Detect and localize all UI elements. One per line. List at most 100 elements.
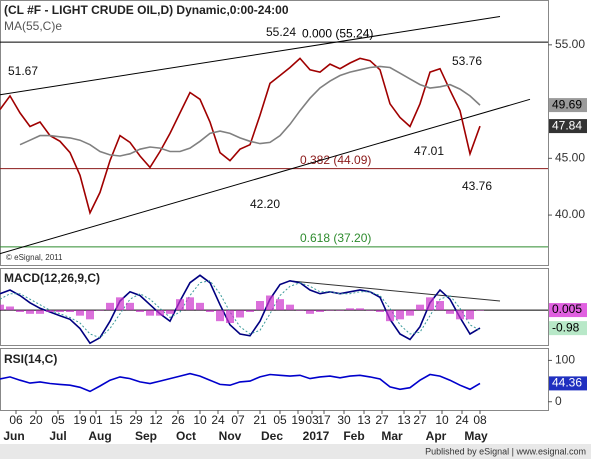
- histogram-bar: [316, 310, 324, 312]
- histogram-bar: [456, 310, 464, 320]
- fib-level-label: 0.000 (55.24): [302, 26, 373, 40]
- x-tick-label: 10: [435, 413, 449, 427]
- month-label: Aug: [88, 429, 111, 443]
- credit: © eSignal, 2011: [6, 253, 63, 262]
- histogram-bar: [136, 310, 144, 312]
- fib-level-label: 0.382 (44.09): [300, 153, 371, 167]
- histogram-bar: [246, 310, 254, 312]
- histogram-bar: [206, 310, 214, 312]
- x-tick-label: 24: [211, 413, 225, 427]
- histogram-bar: [436, 301, 444, 311]
- value-box: [549, 303, 587, 318]
- histogram-bar: [66, 310, 74, 312]
- annotation: 51.67: [8, 64, 38, 78]
- price-panel: [0, 0, 549, 266]
- value-box-label: 49.69: [552, 97, 582, 111]
- value-box-label: 0.005: [552, 302, 582, 316]
- annotation: 53.76: [452, 54, 482, 68]
- value-box-label: 44.36: [552, 376, 582, 390]
- histogram-bar: [296, 310, 304, 311]
- month-label: Dec: [261, 429, 283, 443]
- histogram-bar: [0, 304, 4, 311]
- trendline: [0, 98, 531, 255]
- histogram-bar: [396, 310, 404, 320]
- series-line: [0, 57, 481, 216]
- histogram-bar: [146, 310, 154, 316]
- histogram-bar: [196, 302, 204, 311]
- x-tick-label: 13: [397, 413, 411, 427]
- y-tick-label: 45.00: [555, 150, 585, 164]
- annotation: 55.24: [266, 25, 296, 39]
- histogram-bar: [16, 310, 24, 312]
- x-tick-label: 17: [317, 413, 331, 427]
- annotation: 47.01: [414, 144, 444, 158]
- histogram-bar: [306, 310, 314, 314]
- footer-strip: [0, 444, 591, 459]
- x-tick-label: 26: [171, 413, 185, 427]
- series-line: [0, 372, 481, 393]
- x-tick-label: 19: [291, 413, 305, 427]
- histogram-bar: [276, 299, 284, 311]
- x-tick-label: 03: [305, 413, 319, 427]
- x-tick-label: 24: [455, 413, 469, 427]
- y-tick-label: 40.00: [555, 207, 585, 221]
- footer: Published by eSignal | www.esignal.com: [425, 446, 586, 456]
- histogram-bar: [416, 304, 424, 311]
- month-label: Oct: [176, 429, 196, 443]
- x-tick-label: 29: [129, 413, 143, 427]
- histogram-bar: [256, 301, 264, 311]
- month-label: Feb: [343, 429, 364, 443]
- x-tick-label: 10: [193, 413, 207, 427]
- month-label: Jun: [3, 429, 24, 443]
- value-box: [549, 119, 587, 134]
- macd-title: MACD(12,26,9,C): [4, 271, 100, 285]
- histogram-bar: [426, 297, 434, 311]
- histogram-bar: [446, 310, 454, 314]
- histogram-bar: [216, 310, 224, 322]
- subtitle: MA(55,C)e: [4, 19, 62, 33]
- histogram-bar: [186, 297, 194, 311]
- histogram-bar: [56, 310, 64, 312]
- series-line: [0, 280, 481, 339]
- histogram-bar: [406, 310, 414, 316]
- histogram-bar: [46, 310, 54, 312]
- series-line: [19, 65, 481, 157]
- histogram-bar: [366, 310, 374, 311]
- y-tick-label: 100: [555, 353, 575, 367]
- x-tick-label: 20: [29, 413, 43, 427]
- histogram-bar: [326, 310, 334, 311]
- histogram-bar: [36, 310, 44, 314]
- chart-title: (CL #F - LIGHT CRUDE OIL,D) Dynamic,0:00…: [4, 3, 289, 17]
- month-label: Jul: [49, 429, 66, 443]
- value-box: [549, 376, 587, 391]
- rsi-title: RSI(14,C): [4, 352, 57, 366]
- x-tick-label: 27: [413, 413, 427, 427]
- x-tick-label: 21: [253, 413, 267, 427]
- x-tick-label: 05: [273, 413, 287, 427]
- x-tick-label: 01: [89, 413, 103, 427]
- histogram-bar: [466, 310, 474, 320]
- x-tick-label: 15: [109, 413, 123, 427]
- x-tick-label: 19: [73, 413, 87, 427]
- value-box: [549, 321, 587, 336]
- x-tick-label: 05: [51, 413, 65, 427]
- value-box: [549, 98, 587, 113]
- histogram-bar: [356, 308, 364, 311]
- histogram-bar: [266, 295, 274, 311]
- x-tick-label: 12: [149, 413, 163, 427]
- value-box-label: -0.98: [552, 320, 580, 334]
- histogram-bar: [126, 302, 134, 311]
- histogram-bar: [76, 310, 84, 316]
- month-label: Sep: [135, 429, 157, 443]
- histogram-bar: [236, 310, 244, 318]
- histogram-bar: [156, 310, 164, 316]
- trendline: [289, 280, 501, 302]
- histogram-bar: [96, 310, 104, 311]
- histogram-bar: [116, 297, 124, 311]
- histogram-bar: [226, 310, 234, 323]
- histogram-bar: [6, 306, 14, 311]
- fib-level-label: 0.618 (37.20): [300, 231, 371, 245]
- histogram-bar: [176, 299, 184, 311]
